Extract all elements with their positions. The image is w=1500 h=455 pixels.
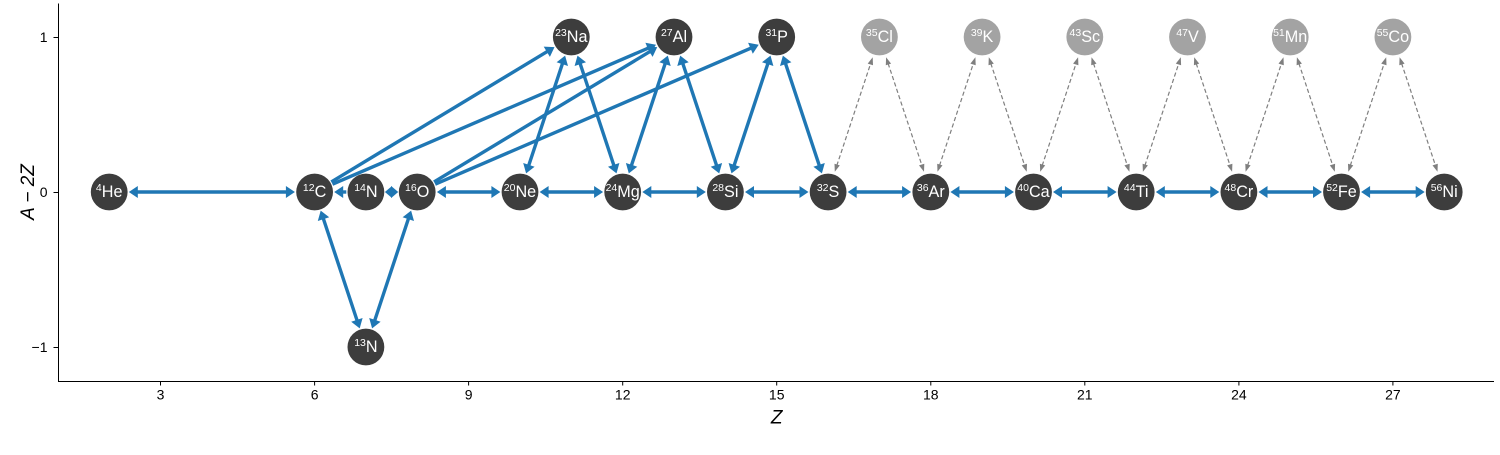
svg-text:21: 21 bbox=[1077, 387, 1093, 403]
svg-text:Z: Z bbox=[770, 408, 784, 429]
svg-text:35Cl: 35Cl bbox=[866, 27, 893, 46]
svg-text:18: 18 bbox=[923, 387, 939, 403]
svg-text:36Ar: 36Ar bbox=[917, 182, 945, 201]
svg-text:0: 0 bbox=[40, 184, 48, 200]
svg-text:39K: 39K bbox=[971, 27, 994, 46]
svg-text:52Fe: 52Fe bbox=[1326, 182, 1357, 201]
svg-text:3: 3 bbox=[157, 387, 165, 403]
svg-text:15: 15 bbox=[769, 387, 785, 403]
svg-text:44Ti: 44Ti bbox=[1124, 182, 1149, 201]
svg-text:12C: 12C bbox=[303, 182, 327, 201]
svg-text:20Ne: 20Ne bbox=[504, 182, 536, 201]
svg-text:−1: −1 bbox=[32, 339, 48, 355]
svg-text:23Na: 23Na bbox=[555, 27, 587, 46]
svg-text:13N: 13N bbox=[354, 337, 377, 356]
svg-text:16O: 16O bbox=[405, 182, 429, 201]
svg-text:24Mg: 24Mg bbox=[606, 182, 640, 201]
svg-text:43Sc: 43Sc bbox=[1070, 27, 1101, 46]
svg-text:28Si: 28Si bbox=[712, 182, 738, 201]
svg-text:14N: 14N bbox=[354, 182, 377, 201]
svg-text:9: 9 bbox=[465, 387, 473, 403]
svg-text:40Ca: 40Ca bbox=[1017, 182, 1049, 201]
svg-text:12: 12 bbox=[615, 387, 631, 403]
svg-text:48Cr: 48Cr bbox=[1225, 182, 1254, 201]
svg-text:32S: 32S bbox=[817, 182, 840, 201]
svg-text:56Ni: 56Ni bbox=[1431, 182, 1458, 201]
svg-text:47V: 47V bbox=[1176, 27, 1199, 46]
svg-text:A − 2Z: A − 2Z bbox=[18, 163, 39, 221]
svg-text:55Co: 55Co bbox=[1377, 27, 1409, 46]
svg-text:24: 24 bbox=[1231, 387, 1247, 403]
svg-text:27: 27 bbox=[1385, 387, 1401, 403]
svg-text:31P: 31P bbox=[765, 27, 788, 46]
svg-text:51Mn: 51Mn bbox=[1273, 27, 1307, 46]
svg-text:1: 1 bbox=[40, 29, 48, 45]
svg-text:6: 6 bbox=[311, 387, 319, 403]
svg-text:27Al: 27Al bbox=[661, 27, 687, 46]
svg-text:4He: 4He bbox=[96, 182, 123, 201]
